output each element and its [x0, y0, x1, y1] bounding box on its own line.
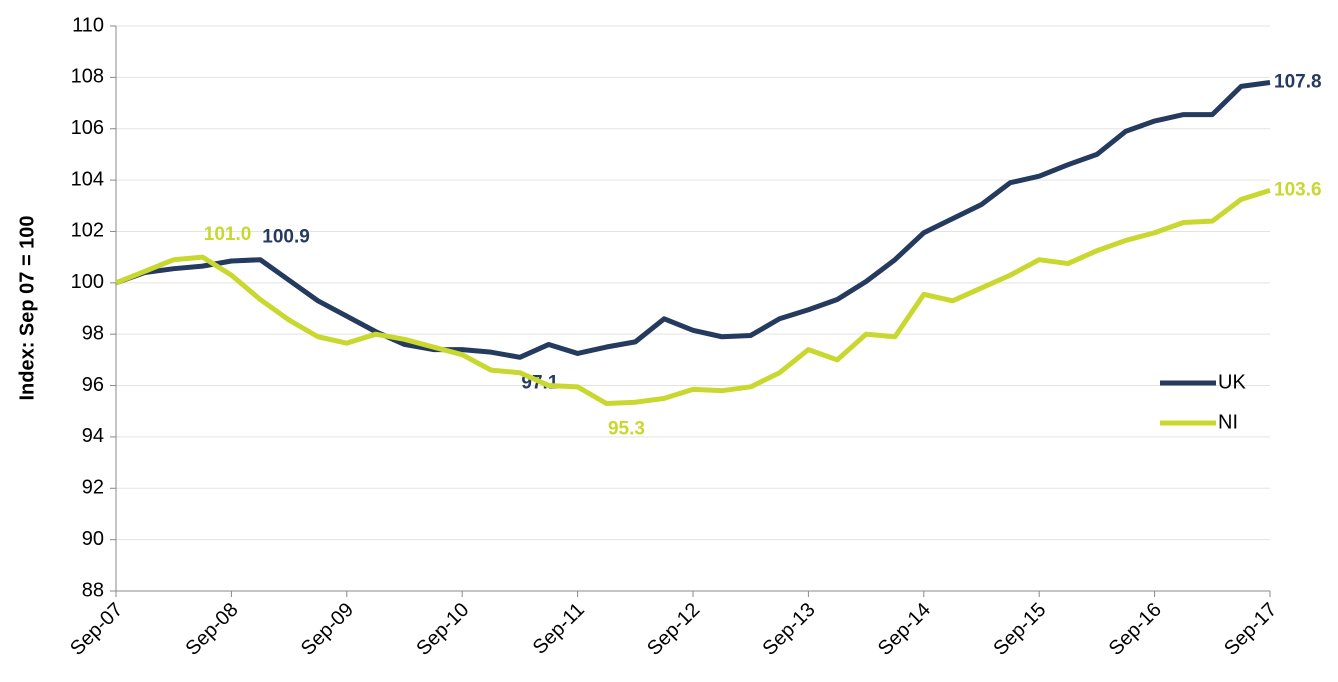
y-tick-label: 104 [71, 168, 104, 190]
value-label: 100.9 [262, 227, 310, 248]
y-tick-label: 108 [71, 66, 104, 88]
y-tick-label: 106 [71, 117, 104, 139]
x-tick-label: Sep-08 [182, 599, 243, 660]
y-tick-label: 88 [82, 579, 104, 601]
y-tick-label: 100 [71, 271, 104, 293]
line [115, 187, 1271, 407]
x-tick-label: Sep-07 [66, 599, 127, 660]
y-axis-title: Index: Sep 07 = 100 [16, 215, 38, 400]
x-tick-label: Sep-11 [529, 599, 589, 659]
value-label: 101.0 [204, 224, 252, 245]
x-tick-label: Sep-10 [412, 599, 473, 660]
value-label: 103.6 [1274, 179, 1322, 200]
x-tick-label: Sep-15 [989, 599, 1050, 660]
x-tick-label: Sep-16 [1105, 599, 1166, 660]
y-tick-label: 92 [82, 477, 104, 499]
legend-label: NI [1218, 411, 1238, 433]
y-tick-label: 102 [71, 220, 104, 242]
x-tick-label: Sep-09 [297, 599, 358, 660]
value-label: 107.8 [1274, 72, 1322, 93]
line [115, 80, 1271, 360]
legend-label: UK [1218, 371, 1246, 393]
x-tick-label: Sep-14 [874, 599, 935, 660]
y-tick-label: 90 [82, 528, 104, 550]
x-tick-label: Sep-17 [1220, 599, 1281, 660]
y-tick-label: 98 [82, 322, 104, 344]
value-label: 95.3 [608, 419, 645, 440]
y-tick-label: 96 [82, 374, 104, 396]
y-tick-label: 110 [72, 14, 104, 36]
x-tick-label: Sep-12 [643, 599, 704, 660]
y-tick-label: 94 [82, 425, 104, 447]
x-tick-label: Sep-13 [759, 599, 820, 660]
